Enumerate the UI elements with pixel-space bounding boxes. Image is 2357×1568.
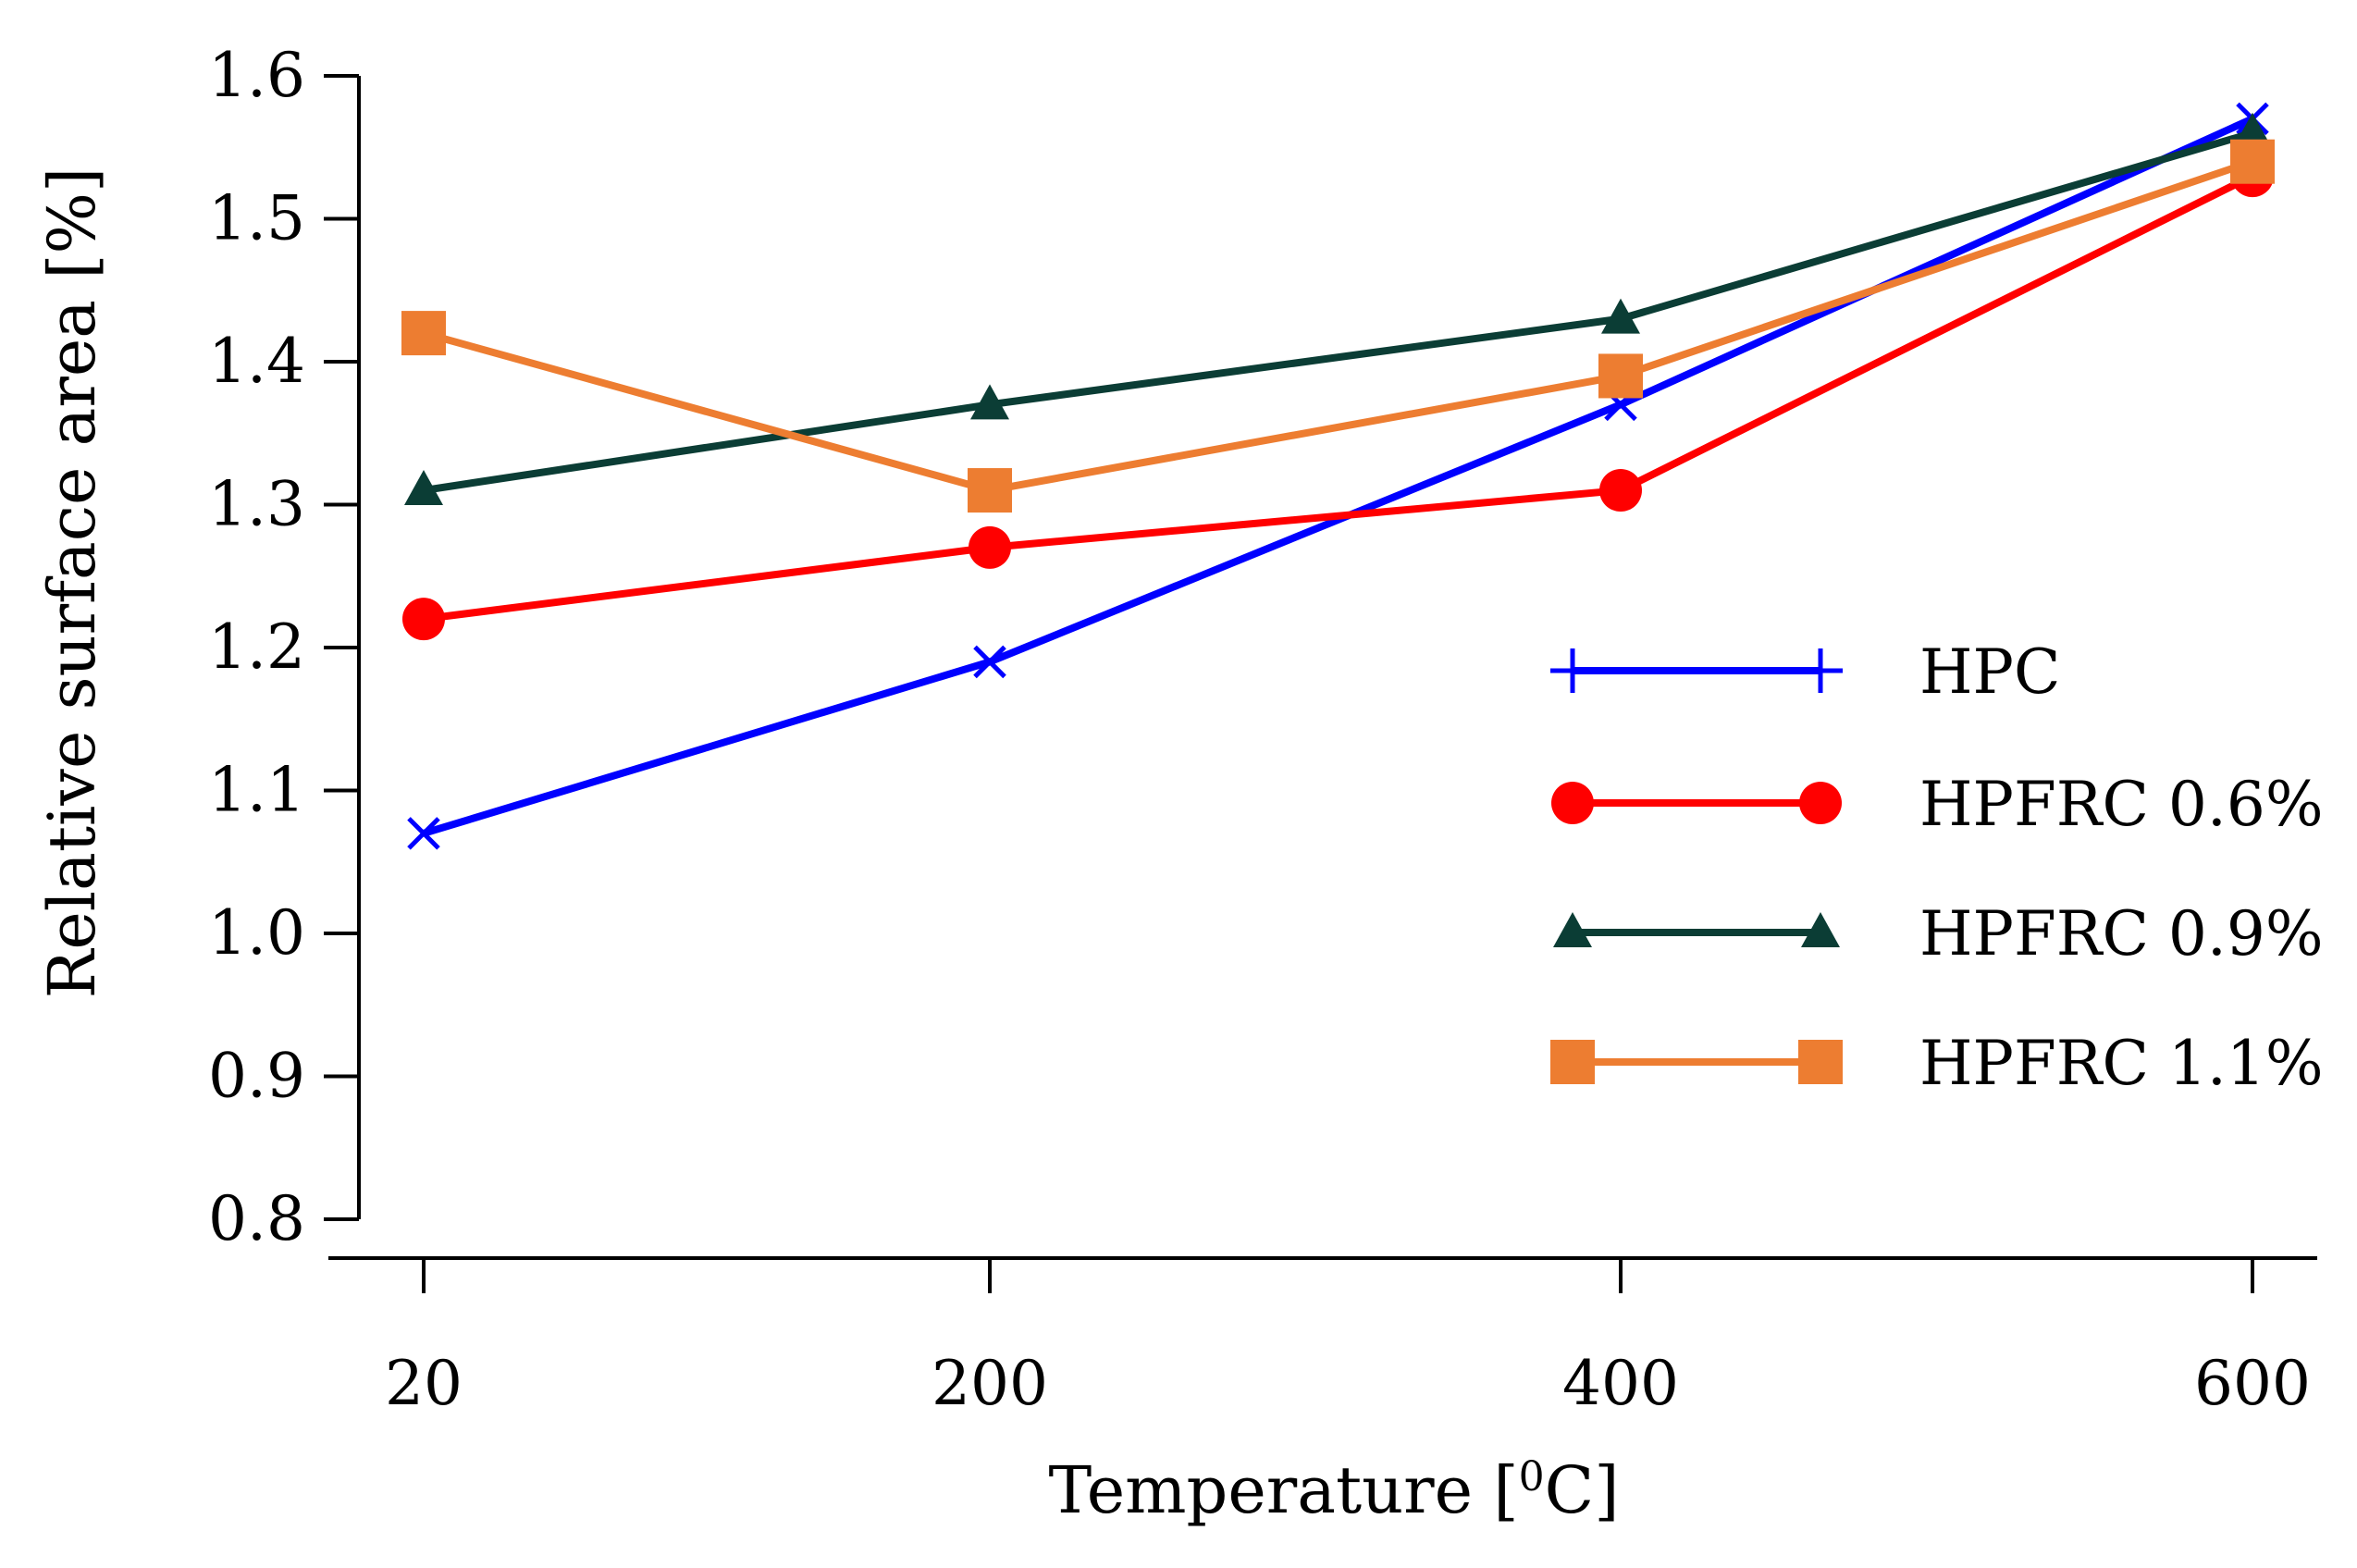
legend-marker xyxy=(1799,782,1842,824)
series-line xyxy=(422,157,2254,495)
data-point xyxy=(970,384,1009,420)
legend-label: HPC xyxy=(1919,636,2060,708)
series-line xyxy=(423,172,2254,623)
legend-marker xyxy=(1801,912,1840,947)
data-point xyxy=(973,645,1006,679)
series-hpfrc-1-1- xyxy=(401,139,2275,513)
data-point xyxy=(404,470,443,506)
y-tick-label: 1.1 xyxy=(208,755,305,826)
data-point xyxy=(969,525,1011,569)
legend-marker xyxy=(1553,912,1592,947)
y-tick-label: 1.2 xyxy=(208,611,305,683)
legend-item: HPC xyxy=(1550,636,2060,708)
data-point xyxy=(968,468,1012,513)
legend-marker xyxy=(1551,782,1594,824)
legend-marker xyxy=(1798,1040,1843,1084)
legend-label: HPFRC 0.9% xyxy=(1919,898,2324,969)
legend-item: HPFRC 0.6% xyxy=(1551,769,2324,840)
series-hpfrc-0-9- xyxy=(404,112,2272,506)
data-point xyxy=(402,598,445,641)
y-tick-label: 1.5 xyxy=(208,183,305,254)
y-tick-label: 0.8 xyxy=(208,1183,305,1254)
y-tick-label: 1.4 xyxy=(208,326,305,397)
series-hpc xyxy=(407,102,2269,850)
y-tick-label: 1.0 xyxy=(208,897,305,969)
y-tick-label: 1.6 xyxy=(208,40,305,111)
data-point xyxy=(1601,298,1640,334)
data-point xyxy=(407,817,440,850)
legend-item: HPFRC 1.1% xyxy=(1550,1028,2324,1099)
legend-label: HPFRC 1.1% xyxy=(1919,1028,2324,1099)
data-point xyxy=(401,311,446,356)
x-tick-label: 400 xyxy=(1562,1348,1679,1419)
degree-superscript: 0 xyxy=(1519,1453,1545,1500)
series-layer xyxy=(401,102,2275,850)
legend: HPC HPFRC 0.6% HPFRC 0.9% HPFRC 1.1% xyxy=(1550,636,2324,1099)
series-line xyxy=(423,129,2254,495)
legend-marker xyxy=(1550,1040,1595,1084)
y-tick-label: 0.9 xyxy=(208,1041,305,1112)
x-tick-label: 600 xyxy=(2194,1348,2311,1419)
legend-item: HPFRC 0.9% xyxy=(1553,898,2324,969)
legend-marker xyxy=(1798,648,1843,693)
data-point xyxy=(2230,139,2275,184)
data-point xyxy=(1598,353,1643,399)
data-point xyxy=(2233,112,2272,148)
y-tick-label: 1.3 xyxy=(208,469,305,540)
legend-label: HPFRC 0.6% xyxy=(1919,769,2324,840)
legend-marker xyxy=(1550,648,1595,693)
x-tick-label: 20 xyxy=(385,1348,463,1419)
axes: 0.8 0.9 1.0 1.1 1.2 1.3 1.4 1.5 1.6 20 200 400 600 xyxy=(208,40,2317,1419)
data-point xyxy=(1599,469,1642,512)
x-tick-label: 200 xyxy=(932,1348,1048,1419)
x-axis-title: Temperature [0C] xyxy=(1048,1452,1619,1528)
series-hpfrc-0-6- xyxy=(402,154,2274,641)
y-axis-title: Relative surface area [%] xyxy=(34,167,110,999)
series-line xyxy=(422,115,2254,837)
